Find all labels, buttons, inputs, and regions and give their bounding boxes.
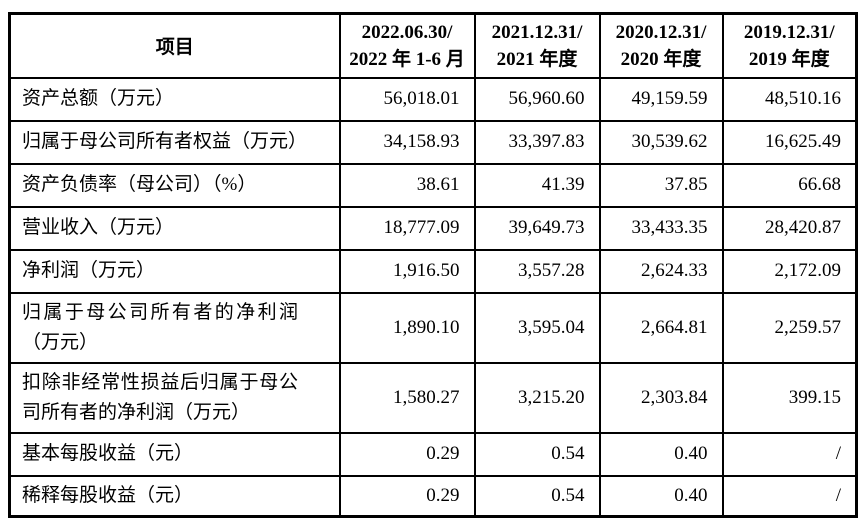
- cell-value: 3,595.04: [473, 291, 601, 364]
- row-label: 净利润（万元）: [8, 248, 341, 294]
- period-span: 2021 年度: [496, 48, 578, 70]
- cell-value: 3,557.28: [473, 248, 601, 294]
- cell-value: 0.29: [338, 474, 476, 518]
- cell-value: 3,215.20: [473, 361, 601, 434]
- row-label: 扣除非经常性损益后归属于母公司所有者的净利润（万元）: [8, 361, 341, 434]
- cell-value: /: [721, 474, 858, 518]
- cell-value: /: [721, 431, 858, 477]
- period-date: 2019.12.31/: [743, 21, 835, 43]
- cell-value: 38.61: [338, 162, 476, 208]
- row-label: 基本每股收益（元）: [8, 431, 341, 477]
- table-row-total-assets: 资产总额（万元） 56,018.01 56,960.60 49,159.59 4…: [8, 76, 858, 122]
- row-label: 稀释每股收益（元）: [8, 474, 341, 518]
- cell-value: 2,172.09: [721, 248, 858, 294]
- cell-value: 2,259.57: [721, 291, 858, 364]
- cell-value: 56,960.60: [473, 76, 601, 122]
- period-span: 2020 年度: [620, 48, 702, 70]
- table-row-revenue: 营业收入（万元） 18,777.09 39,649.73 33,433.35 2…: [8, 205, 858, 251]
- period-date: 2021.12.31/: [491, 21, 583, 43]
- cell-value: 34,158.93: [338, 119, 476, 165]
- cell-value: 49,159.59: [598, 76, 724, 122]
- table-row-parent-net-profit: 归属于母公司所有者的净利润（万元） 1,890.10 3,595.04 2,66…: [8, 291, 858, 364]
- period-column-header-2022: 2022.06.30/ 2022 年 1-6 月: [338, 12, 476, 79]
- row-label: 资产负债率（母公司）（%）: [8, 162, 341, 208]
- row-label: 资产总额（万元）: [8, 76, 341, 122]
- cell-value: 399.15: [721, 361, 858, 434]
- cell-value: 1,916.50: [338, 248, 476, 294]
- financial-table: 项目 2022.06.30/ 2022 年 1-6 月 2021.12.31/ …: [8, 12, 858, 518]
- period-span: 2019 年度: [748, 48, 830, 70]
- cell-value: 41.39: [473, 162, 601, 208]
- cell-value: 66.68: [721, 162, 858, 208]
- table-row-deducted-net-profit: 扣除非经常性损益后归属于母公司所有者的净利润（万元） 1,580.27 3,21…: [8, 361, 858, 434]
- cell-value: 2,303.84: [598, 361, 724, 434]
- table-row-debt-ratio: 资产负债率（母公司）（%） 38.61 41.39 37.85 66.68: [8, 162, 858, 208]
- cell-value: 30,539.62: [598, 119, 724, 165]
- cell-value: 33,433.35: [598, 205, 724, 251]
- period-column-header-2019: 2019.12.31/ 2019 年度: [721, 12, 858, 79]
- cell-value: 18,777.09: [338, 205, 476, 251]
- table-row-net-profit: 净利润（万元） 1,916.50 3,557.28 2,624.33 2,172…: [8, 248, 858, 294]
- cell-value: 37.85: [598, 162, 724, 208]
- cell-value: 28,420.87: [721, 205, 858, 251]
- cell-value: 2,624.33: [598, 248, 724, 294]
- cell-value: 0.54: [473, 431, 601, 477]
- period-column-header-2021: 2021.12.31/ 2021 年度: [473, 12, 601, 79]
- financial-summary-table: 项目 2022.06.30/ 2022 年 1-6 月 2021.12.31/ …: [8, 12, 858, 518]
- cell-value: 56,018.01: [338, 76, 476, 122]
- cell-value: 0.40: [598, 431, 724, 477]
- cell-value: 1,580.27: [338, 361, 476, 434]
- cell-value: 0.40: [598, 474, 724, 518]
- cell-value: 0.29: [338, 431, 476, 477]
- table-row-diluted-eps: 稀释每股收益（元） 0.29 0.54 0.40 /: [8, 474, 858, 518]
- cell-value: 1,890.10: [338, 291, 476, 364]
- row-label: 营业收入（万元）: [8, 205, 341, 251]
- table-row-parent-equity: 归属于母公司所有者权益（万元） 34,158.93 33,397.83 30,5…: [8, 119, 858, 165]
- period-span: 2022 年 1-6 月: [349, 48, 465, 70]
- cell-value: 0.54: [473, 474, 601, 518]
- cell-value: 2,664.81: [598, 291, 724, 364]
- period-date: 2022.06.30/: [361, 21, 453, 43]
- table-row-basic-eps: 基本每股收益（元） 0.29 0.54 0.40 /: [8, 431, 858, 477]
- period-column-header-2020: 2020.12.31/ 2020 年度: [598, 12, 724, 79]
- item-column-header: 项目: [8, 12, 341, 79]
- cell-value: 48,510.16: [721, 76, 858, 122]
- header-row: 项目 2022.06.30/ 2022 年 1-6 月 2021.12.31/ …: [8, 12, 858, 79]
- period-date: 2020.12.31/: [615, 21, 707, 43]
- row-label: 归属于母公司所有者的净利润（万元）: [8, 291, 341, 364]
- cell-value: 33,397.83: [473, 119, 601, 165]
- row-label: 归属于母公司所有者权益（万元）: [8, 119, 341, 165]
- cell-value: 16,625.49: [721, 119, 858, 165]
- cell-value: 39,649.73: [473, 205, 601, 251]
